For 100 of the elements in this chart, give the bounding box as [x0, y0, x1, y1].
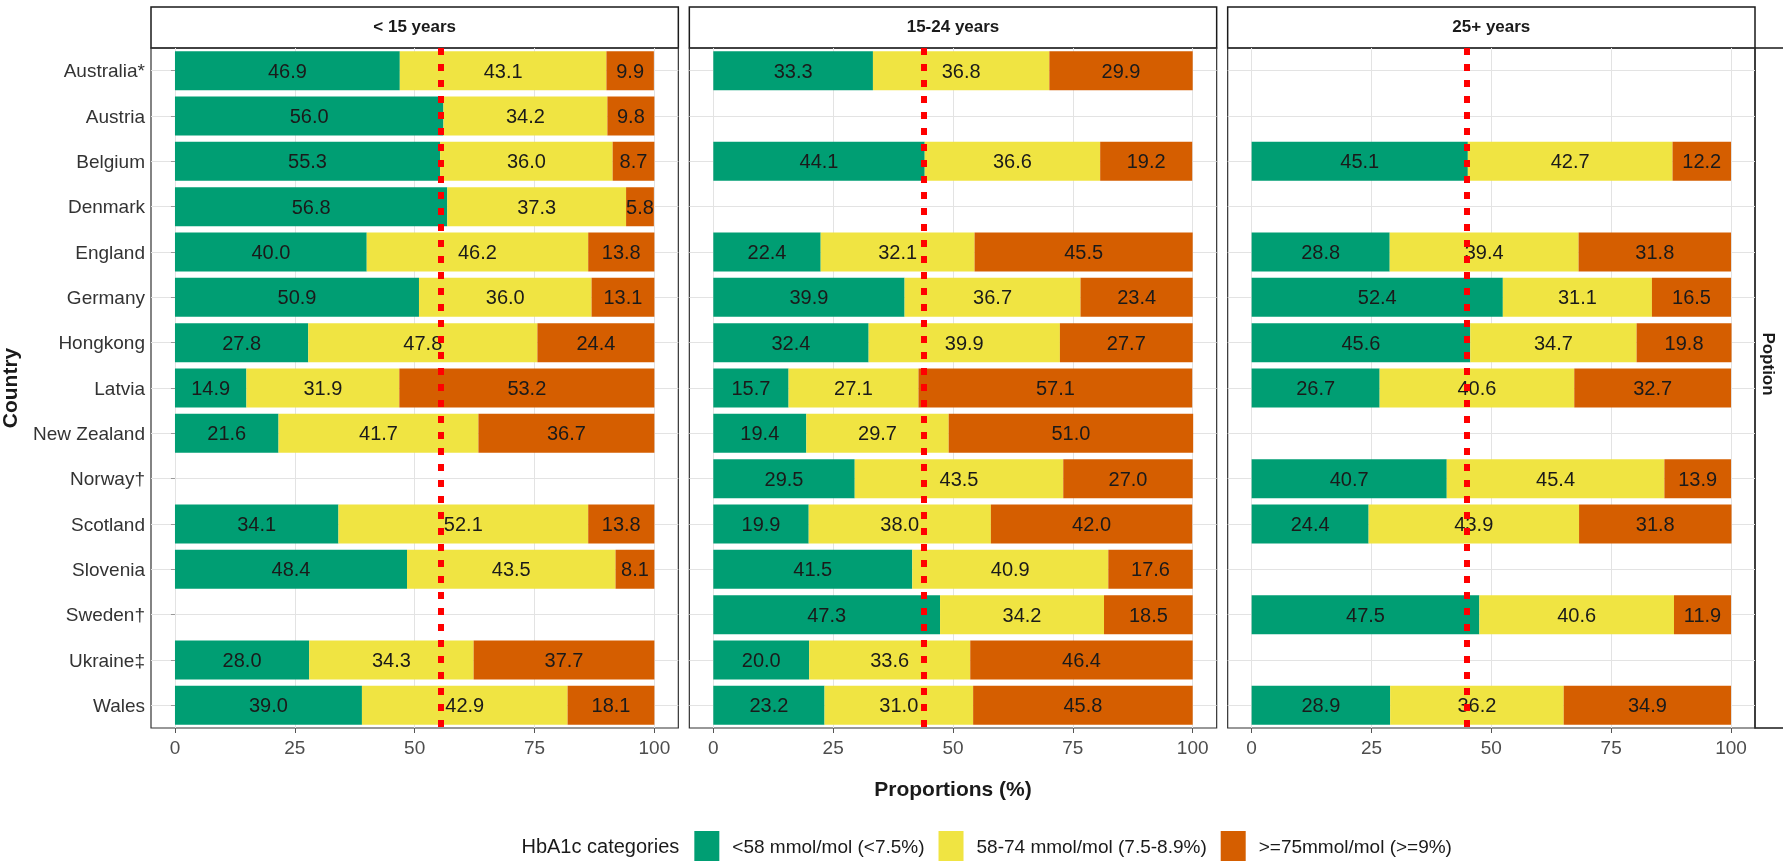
data-label: 24.4 [1290, 513, 1330, 535]
bar [1080, 277, 1193, 317]
data-label: 50.9 [277, 286, 317, 309]
data-label: 5.8 [626, 195, 654, 218]
data-label: 42.7 [1550, 150, 1590, 173]
y-tick-label: England [75, 241, 145, 263]
bar [174, 96, 444, 136]
bar [918, 368, 1193, 408]
data-label: 42.0 [1072, 513, 1112, 535]
bar [1502, 277, 1652, 317]
data-label: 36.7 [546, 422, 586, 445]
bar [399, 368, 655, 408]
data-label: 36.0 [485, 286, 525, 309]
bar [970, 640, 1193, 680]
x-tick-label: 50 [942, 737, 964, 758]
data-label: 34.9 [1627, 694, 1667, 717]
data-label: 46.9 [267, 59, 307, 82]
data-label: 15.7 [731, 377, 771, 399]
bar [174, 685, 362, 725]
data-label: 41.5 [793, 558, 833, 581]
data-label: 20.0 [741, 649, 781, 671]
x-tick-label: 0 [1246, 737, 1257, 758]
data-label: 56.0 [289, 105, 329, 127]
x-tick-label: 0 [708, 737, 719, 758]
data-label: 12.2 [1682, 150, 1722, 173]
bar [1470, 323, 1637, 363]
bar [1251, 141, 1468, 181]
bar [1664, 459, 1732, 499]
data-label: 32.1 [878, 241, 918, 263]
bar [1251, 504, 1369, 544]
data-label: 36.8 [941, 59, 981, 82]
data-label: 44.1 [799, 150, 839, 173]
data-label: 22.4 [747, 241, 787, 263]
bar [1059, 323, 1193, 363]
data-label: 39.9 [789, 286, 829, 309]
y-axis-title: Country [0, 347, 21, 429]
data-label: 34.1 [237, 513, 277, 535]
bar [591, 277, 655, 317]
bar [1651, 277, 1732, 317]
y-tick-label: Scotland [71, 513, 145, 535]
bar [713, 459, 855, 499]
bar [1104, 595, 1193, 635]
bar [366, 232, 589, 272]
x-tick-label: 0 [169, 737, 181, 758]
bar [407, 549, 616, 589]
data-label: 28.0 [222, 649, 262, 671]
bar [1251, 595, 1480, 635]
bar [473, 640, 655, 680]
bar [174, 232, 367, 272]
data-label: 19.8 [1664, 331, 1704, 354]
data-label: 19.2 [1126, 150, 1166, 173]
bar [1108, 549, 1193, 589]
bar [361, 685, 568, 725]
y-tick-label: New Zealand [33, 422, 145, 444]
data-label: 32.4 [771, 331, 811, 354]
data-label: 27.0 [1108, 467, 1148, 490]
bar [713, 277, 905, 317]
x-tick-label: 25 [822, 737, 844, 758]
x-tick-label: 75 [523, 737, 546, 758]
bar [973, 685, 1193, 725]
bar [443, 96, 608, 136]
data-label: 31.9 [303, 377, 343, 399]
data-label: 19.9 [741, 513, 781, 535]
bar [278, 413, 479, 453]
data-label: 39.9 [944, 331, 984, 354]
data-label: 46.4 [1062, 649, 1101, 671]
data-label: 47.5 [1346, 603, 1385, 626]
data-label: 21.6 [207, 422, 247, 445]
bar [537, 323, 655, 363]
data-label: 27.1 [834, 377, 873, 399]
data-label: 36.7 [973, 286, 1013, 309]
bar [1389, 232, 1579, 272]
data-label: 43.5 [939, 467, 979, 490]
legend-title: HbA1c categories [521, 835, 680, 857]
bar [440, 141, 613, 181]
data-label: 39.0 [248, 694, 288, 717]
bar [1251, 277, 1503, 317]
data-label: 52.1 [443, 513, 483, 535]
data-label: 24.4 [576, 331, 616, 354]
data-label: 13.8 [601, 241, 641, 263]
x-axis-title: Proportions (%) [874, 777, 1032, 800]
bar [1446, 459, 1665, 499]
bar [1379, 368, 1575, 408]
bar [806, 413, 949, 453]
bar [974, 232, 1193, 272]
bar [174, 323, 309, 363]
y-tick-label: Belgium [76, 150, 145, 172]
bar [1251, 368, 1380, 408]
bar [1251, 323, 1471, 363]
data-label: 8.1 [621, 558, 649, 581]
bar [1368, 504, 1580, 544]
data-label: 26.7 [1296, 377, 1336, 399]
bar [447, 187, 627, 227]
y-tick-label: Austria [85, 105, 146, 127]
bar [1100, 141, 1193, 181]
bar [713, 413, 807, 453]
y-tick-label: Wales [92, 694, 145, 716]
bar [1579, 504, 1732, 544]
data-label: 55.3 [288, 150, 327, 173]
data-label: 53.2 [507, 377, 547, 399]
